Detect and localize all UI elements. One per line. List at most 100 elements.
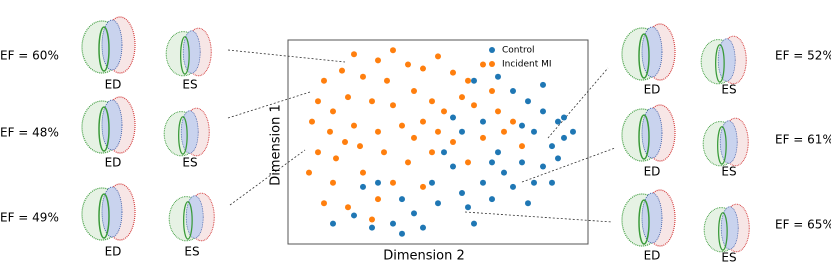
point bbox=[390, 102, 396, 109]
heart-icon bbox=[163, 107, 210, 157]
point bbox=[321, 200, 327, 207]
point bbox=[351, 51, 357, 58]
ef-label: EF = 60% bbox=[0, 49, 59, 63]
ed-label: ED bbox=[105, 245, 122, 259]
point bbox=[420, 224, 426, 231]
point bbox=[306, 169, 312, 176]
ef-label: EF = 65% bbox=[775, 218, 831, 232]
heart-green-wall bbox=[638, 114, 650, 160]
es-label: ES bbox=[721, 83, 736, 97]
heart-green-wall bbox=[178, 116, 188, 155]
heart-green-wall bbox=[638, 33, 650, 79]
y-axis-label: Dimension 1 bbox=[269, 104, 284, 186]
heart-green-wall bbox=[718, 212, 728, 251]
point bbox=[450, 114, 456, 121]
point bbox=[369, 98, 375, 105]
connector bbox=[227, 49, 346, 63]
heart-green-wall bbox=[98, 26, 110, 72]
heart-icon bbox=[621, 23, 676, 81]
point bbox=[399, 230, 405, 237]
point bbox=[330, 108, 336, 115]
legend-marker bbox=[489, 61, 495, 67]
point bbox=[375, 128, 381, 135]
point bbox=[342, 139, 348, 145]
point bbox=[540, 163, 546, 170]
point bbox=[375, 57, 381, 64]
heart-icon bbox=[621, 104, 676, 162]
point bbox=[489, 88, 495, 94]
point bbox=[429, 179, 435, 186]
point bbox=[390, 179, 396, 186]
heart-icon bbox=[165, 27, 212, 77]
point bbox=[549, 179, 555, 186]
point bbox=[471, 220, 477, 227]
point bbox=[420, 118, 426, 125]
heart-green-wall bbox=[183, 201, 193, 240]
point bbox=[480, 179, 486, 186]
point bbox=[351, 122, 357, 129]
point bbox=[420, 65, 426, 72]
point bbox=[525, 200, 531, 207]
point bbox=[531, 128, 537, 135]
point bbox=[360, 169, 366, 176]
heart-icon bbox=[168, 192, 215, 242]
legend-marker bbox=[489, 47, 495, 53]
ed-label: ED bbox=[105, 78, 122, 92]
point bbox=[465, 159, 471, 166]
connector bbox=[229, 149, 306, 206]
point bbox=[549, 143, 555, 150]
point bbox=[450, 139, 456, 145]
point bbox=[411, 134, 417, 141]
point bbox=[330, 220, 336, 227]
point bbox=[555, 118, 561, 125]
point bbox=[369, 216, 375, 223]
point bbox=[465, 204, 471, 211]
ed-label: ED bbox=[644, 249, 661, 263]
point bbox=[435, 53, 441, 60]
es-label: ES bbox=[184, 245, 199, 259]
legend-label: Incident MI bbox=[502, 60, 552, 70]
heart-icon bbox=[702, 117, 749, 167]
point bbox=[369, 224, 375, 231]
point bbox=[501, 169, 507, 176]
point bbox=[489, 159, 495, 166]
point bbox=[519, 122, 525, 129]
point bbox=[399, 122, 405, 129]
point bbox=[345, 204, 351, 211]
point bbox=[405, 159, 411, 166]
ef-label: EF = 48% bbox=[0, 126, 59, 140]
heart-icon bbox=[621, 189, 676, 247]
ed-label: ED bbox=[644, 165, 661, 179]
point bbox=[510, 118, 516, 125]
point bbox=[330, 179, 336, 186]
es-label: ES bbox=[721, 251, 736, 265]
heart-icon bbox=[81, 183, 136, 241]
point bbox=[450, 163, 456, 170]
point bbox=[381, 149, 387, 156]
point bbox=[375, 196, 381, 203]
point bbox=[480, 134, 486, 141]
point bbox=[315, 98, 321, 105]
point bbox=[435, 128, 441, 135]
point bbox=[345, 94, 351, 101]
x-axis-label: Dimension 2 bbox=[383, 249, 465, 264]
connector bbox=[464, 211, 613, 223]
point bbox=[435, 200, 441, 207]
point bbox=[309, 118, 315, 125]
point bbox=[411, 88, 417, 94]
ef-label: EF = 61% bbox=[775, 133, 831, 147]
point bbox=[540, 81, 546, 88]
heart-icon bbox=[700, 35, 747, 85]
point bbox=[360, 73, 366, 80]
point bbox=[441, 149, 447, 156]
point bbox=[459, 190, 465, 196]
point bbox=[501, 128, 507, 135]
point bbox=[357, 143, 363, 150]
ef-label: EF = 52% bbox=[775, 49, 831, 63]
point bbox=[489, 196, 495, 203]
point bbox=[327, 128, 333, 135]
plot-frame bbox=[287, 39, 589, 245]
legend-label: Control bbox=[502, 46, 535, 56]
point bbox=[351, 212, 357, 219]
point bbox=[384, 77, 390, 84]
